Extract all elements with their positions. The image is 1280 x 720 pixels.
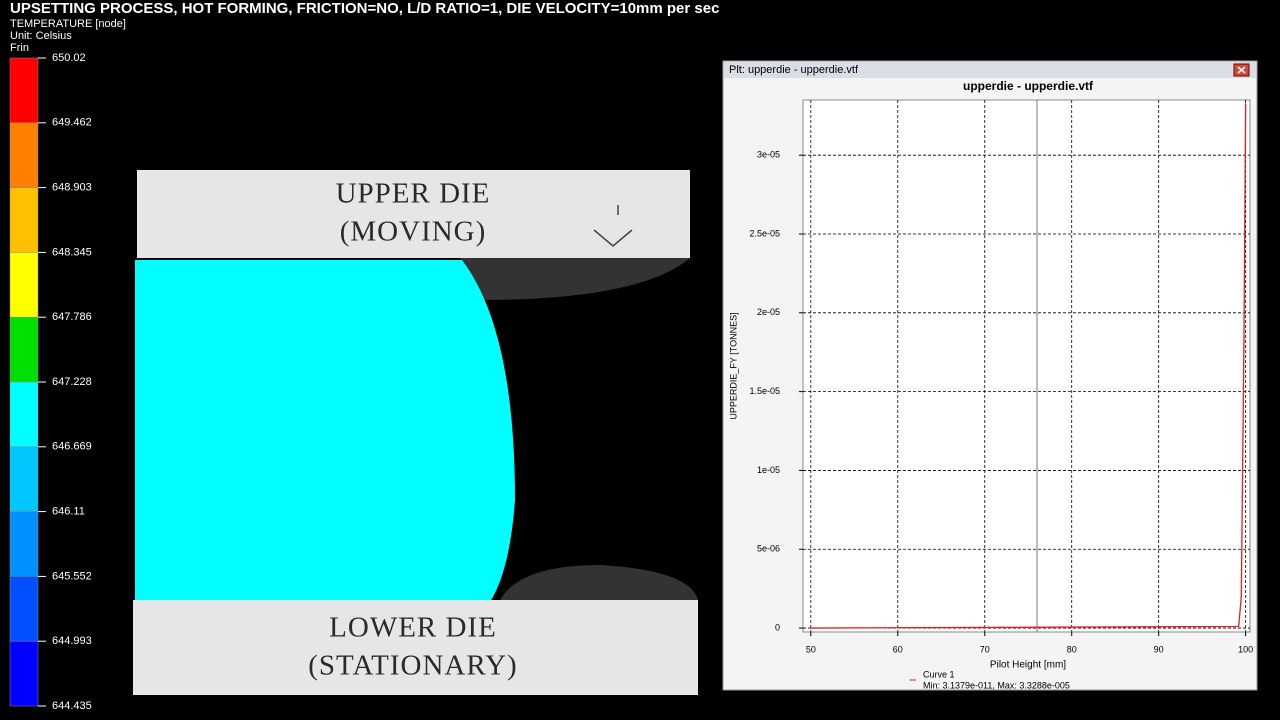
color-label: 646.669: [52, 441, 92, 453]
color-label: 648.345: [52, 246, 92, 258]
legend-entry: Curve 1: [923, 669, 955, 679]
y-tick-label: 1e-05: [757, 465, 780, 475]
x-tick-label: 70: [980, 644, 990, 654]
legend-unit: Unit: Celsius: [10, 30, 72, 42]
y-tick-label: 0: [775, 622, 780, 632]
die-shadow: [500, 565, 698, 600]
color-band: [9, 381, 39, 448]
y-tick-label: 5e-06: [757, 544, 780, 554]
window-title: Plt: upperdie - upperdie.vtf: [729, 64, 859, 76]
color-band: [9, 316, 39, 383]
die-label: LOWER DIE: [329, 612, 497, 644]
plot-area: [802, 99, 1251, 633]
x-tick-label: 50: [806, 644, 816, 654]
data-line: [810, 103, 1247, 629]
y-tick-label: 2.5e-05: [749, 228, 780, 238]
y-axis-label: UPPERDIE_FY [TONNES]: [728, 312, 738, 419]
color-band: [9, 446, 39, 512]
die-label: (STATIONARY): [308, 650, 517, 682]
page-title: UPSETTING PROCESS, HOT FORMING, FRICTION…: [10, 0, 719, 17]
color-label: 649.462: [52, 117, 92, 129]
color-label: 648.903: [52, 182, 92, 194]
color-band: [9, 576, 39, 642]
plot: 0 5e-06 1e-05 1.5e-05 2e-05 2.5e-05 3e-05 50 60 7…: [749, 100, 1253, 654]
color-band: [9, 57, 39, 124]
window-titlebar: [724, 62, 1256, 78]
x-tick-label: 100: [1238, 644, 1253, 654]
y-tick-label: 1.5e-05: [749, 386, 780, 396]
color-label: 646.11: [52, 506, 85, 518]
x-axis-label: Pilot Height [mm]: [990, 660, 1066, 671]
chart-title: upperdie - upperdie.vtf: [963, 79, 1094, 93]
close-icon: [1237, 66, 1246, 74]
color-band: [9, 511, 39, 577]
color-band: [9, 187, 39, 253]
x-tick-label: 80: [1067, 644, 1077, 654]
color-bar: 650.02 649.462 648.903 648.345 647.786 647.22…: [9, 52, 92, 712]
legend-variable: TEMPERATURE [node]: [10, 18, 126, 30]
color-label: 650.02: [52, 52, 86, 64]
color-label: 645.552: [52, 570, 92, 582]
color-label: 644.435: [52, 700, 92, 712]
x-tick-label: 60: [893, 644, 903, 654]
die-label: UPPER DIE: [336, 178, 491, 210]
color-label: 647.786: [52, 311, 92, 323]
x-tick-label: 90: [1154, 644, 1164, 654]
die-shadow: [460, 258, 690, 300]
die-label: (MOVING): [340, 216, 487, 248]
arrow-icon: [593, 205, 633, 247]
legend-frame: Frin: [10, 42, 29, 54]
y-tick-label: 2e-05: [757, 307, 780, 317]
color-band: [9, 122, 39, 188]
legend-note: Min: 3.1379e-011, Max: 3.3288e-005: [923, 680, 1070, 690]
color-band: [9, 252, 39, 318]
color-label: 644.993: [52, 635, 92, 647]
workpiece: [135, 260, 515, 602]
color-label: 647.228: [52, 376, 92, 388]
upper-die: [137, 170, 690, 258]
lower-die: [133, 600, 698, 695]
color-band: [9, 640, 39, 707]
y-tick-label: 3e-05: [757, 150, 780, 160]
